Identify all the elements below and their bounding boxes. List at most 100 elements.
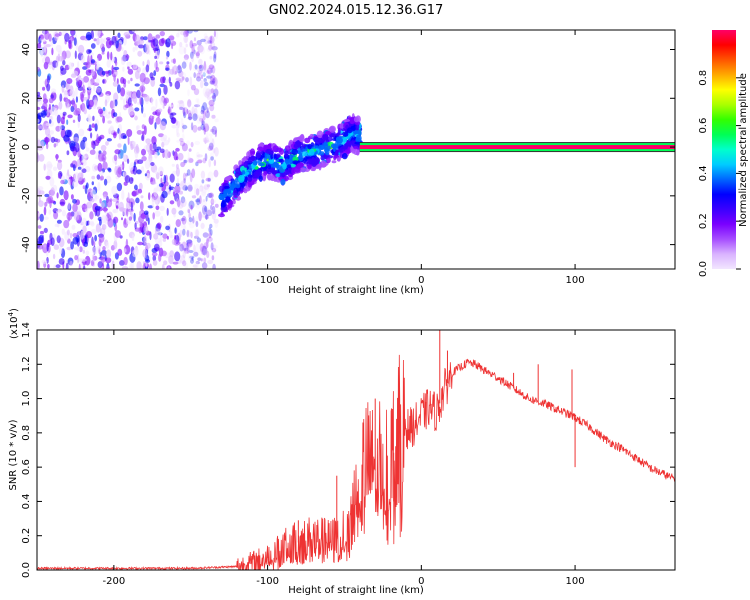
noise-blob: [152, 212, 155, 220]
noise-blob: [66, 212, 73, 221]
noise-blob: [182, 133, 185, 140]
noise-blob: [85, 31, 92, 41]
noise-blob: [193, 72, 196, 79]
noise-blob: [208, 88, 215, 95]
noise-blob: [193, 244, 196, 253]
noise-blob: [94, 123, 98, 132]
noise-blob: [197, 257, 202, 262]
noise-blob: [158, 133, 164, 138]
snr-panel: -200 -100 0 100 0.0 0.2 0.4 0.6 0.8 1.0 1.2 1.4 He…: [7, 308, 676, 596]
noise-blob: [152, 259, 158, 266]
noise-blob: [187, 157, 193, 164]
noise-blob: [56, 235, 61, 244]
noise-blob: [50, 187, 55, 197]
band-blob: [296, 163, 301, 170]
noise-blob: [203, 127, 206, 135]
noise-blob: [159, 83, 165, 88]
noise-blob: [50, 88, 57, 94]
noise-blob: [69, 89, 75, 98]
noise-blob: [67, 169, 70, 177]
noise-blob: [39, 213, 44, 222]
noise-blob: [201, 120, 205, 126]
noise-blob: [195, 261, 200, 265]
noise-blob: [201, 185, 208, 194]
band-blob: [267, 143, 272, 149]
noise-blob: [110, 51, 113, 61]
noise-blob: [203, 184, 210, 190]
band-blob: [252, 160, 258, 166]
noise-blob: [208, 231, 212, 239]
noise-blob: [191, 256, 194, 261]
noise-blob: [186, 30, 194, 34]
noise-blob: [152, 111, 158, 116]
noise-blob: [159, 96, 165, 104]
noise-blob: [169, 230, 173, 239]
noise-blob: [187, 254, 193, 261]
noise-blob: [145, 242, 151, 249]
spectrogram-x-axis-label: Height of straight line (km): [288, 285, 424, 296]
noise-blob: [192, 264, 198, 268]
noise-blob: [182, 107, 186, 117]
noise-blob: [91, 123, 96, 128]
band-blob: [355, 134, 362, 143]
noise-blob: [187, 151, 190, 162]
noise-blob: [38, 47, 45, 55]
noise-blob: [153, 233, 159, 240]
noise-blob: [95, 64, 100, 70]
noise-blob: [131, 191, 137, 197]
band-blob: [253, 178, 258, 182]
noise-blob: [179, 141, 186, 147]
noise-blob: [70, 73, 77, 78]
noise-blob: [143, 113, 146, 118]
noise-blob: [63, 91, 69, 99]
band-blob: [267, 164, 271, 170]
y-tick-label: 1.2: [21, 356, 32, 372]
noise-blob: [117, 248, 123, 256]
noise-blob: [121, 217, 123, 221]
spectrogram-y-axis-label: Frequency (Hz): [7, 112, 18, 188]
noise-blob: [196, 160, 203, 164]
noise-blob: [43, 216, 49, 220]
noise-blob: [202, 86, 209, 97]
noise-blob: [53, 244, 60, 250]
band-blob: [349, 116, 355, 125]
band-blob: [218, 213, 225, 218]
noise-blob: [70, 241, 74, 250]
noise-blob: [88, 49, 92, 53]
band-blob: [307, 143, 312, 150]
noise-blob: [177, 152, 184, 161]
y-tick-label: 1.0: [21, 391, 32, 407]
noise-blob: [108, 126, 115, 134]
noise-blob: [190, 258, 194, 264]
noise-blob: [89, 197, 95, 203]
noise-blob: [85, 147, 90, 152]
noise-blob: [106, 138, 112, 142]
noise-blob: [172, 261, 179, 265]
band-blob: [283, 169, 290, 175]
noise-blob: [43, 163, 46, 171]
noise-blob: [114, 149, 121, 155]
noise-blob: [83, 241, 88, 248]
noise-blob: [82, 249, 86, 254]
noise-blob: [201, 74, 203, 80]
spectrogram-band: [218, 113, 364, 218]
noise-blob: [209, 55, 213, 60]
band-blob: [232, 189, 238, 198]
noise-blob: [129, 208, 132, 215]
noise-blob: [200, 63, 204, 74]
colorbar-tick-label: 0.6: [698, 118, 709, 134]
noise-blob: [203, 122, 209, 127]
noise-blob: [208, 44, 213, 51]
noise-blob: [41, 57, 47, 64]
band-blob: [330, 143, 337, 149]
noise-blob: [77, 75, 82, 79]
band-blob: [322, 134, 329, 141]
noise-blob: [190, 51, 194, 59]
noise-blob: [80, 140, 86, 150]
noise-blob: [37, 243, 44, 250]
x-tick-label: -200: [103, 576, 126, 587]
noise-blob: [168, 76, 171, 84]
band-blob: [269, 175, 276, 182]
noise-blob: [186, 242, 189, 252]
noise-blob: [200, 123, 206, 131]
